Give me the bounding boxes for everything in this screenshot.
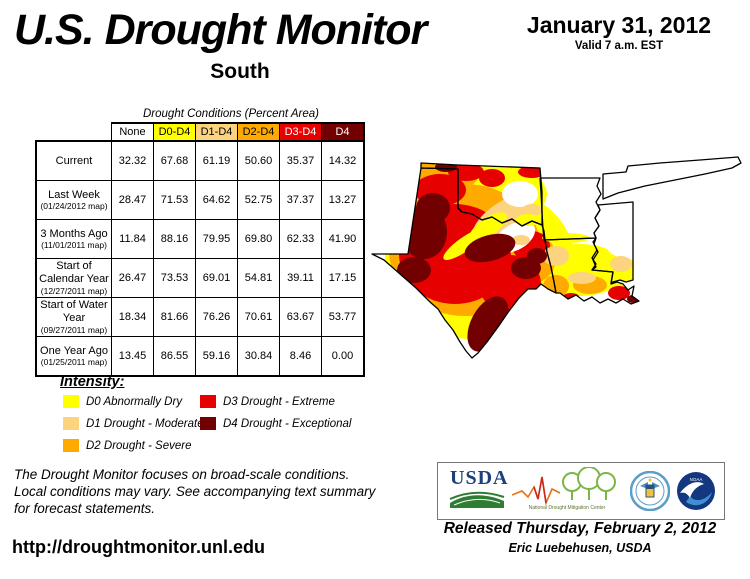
table-row: 3 Months Ago (11/01/2011 map) 11.84 88.1… <box>35 219 365 259</box>
intensity-legend: Intensity: D0 Abnormally Dry D1 Drought … <box>58 374 388 460</box>
cell-value: 70.61 <box>237 297 280 337</box>
cell-value: 32.32 <box>111 140 154 181</box>
region-subtitle: South <box>210 60 270 83</box>
usda-logo: USDA <box>450 467 509 489</box>
col-header-d1-d4: D1-D4 <box>195 122 238 142</box>
cell-value: 11.84 <box>111 219 154 259</box>
cell-value: 30.84 <box>237 336 280 377</box>
date-block: January 31, 2012 Valid 7 a.m. EST <box>503 12 735 52</box>
cell-value: 62.33 <box>279 219 322 259</box>
page-title: U.S. Drought Monitor <box>14 6 427 54</box>
cell-value: 73.53 <box>153 258 196 298</box>
state-mississippi <box>591 201 634 284</box>
cell-value: 67.68 <box>153 140 196 181</box>
cell-value: 59.16 <box>195 336 238 377</box>
table-row: Last Week (01/24/2012 map) 28.47 71.53 6… <box>35 180 365 220</box>
cell-value: 52.75 <box>237 180 280 220</box>
cell-value: 39.11 <box>279 258 322 298</box>
d4-swatch-icon <box>200 417 216 431</box>
cell-value: 26.47 <box>111 258 154 298</box>
cell-value: 79.95 <box>195 219 238 259</box>
d0-swatch-icon <box>63 395 79 409</box>
cell-value: 41.90 <box>321 219 365 259</box>
cell-value: 17.15 <box>321 258 365 298</box>
table-caption: Drought Conditions (Percent Area) <box>143 108 319 120</box>
cell-value: 28.47 <box>111 180 154 220</box>
released-date: Released Thursday, February 2, 2012 <box>443 520 717 537</box>
legend-item-d2: D2 Drought - Severe <box>63 437 191 453</box>
cell-value: 0.00 <box>321 336 365 377</box>
agency-logos-box: USDA National Drought Mitigation Center <box>437 462 725 520</box>
cell-value: 63.67 <box>279 297 322 337</box>
row-label: Start of Calendar Year (12/27/2011 map) <box>35 258 112 298</box>
cell-value: 61.19 <box>195 140 238 181</box>
row-label: Start of Water Year (09/27/2011 map) <box>35 297 112 337</box>
table-header-row: None D0-D4 D1-D4 D2-D4 D3-D4 D4 <box>36 122 365 142</box>
drought-monitor-url[interactable]: http://droughtmonitor.unl.edu <box>12 537 265 557</box>
state-texas <box>371 167 557 359</box>
table-row: Current 32.32 67.68 61.19 50.60 35.37 14… <box>35 140 365 181</box>
legend-item-d3: D3 Drought - Extreme <box>200 393 335 409</box>
cell-value: 8.46 <box>279 336 322 377</box>
drought-shading <box>372 157 741 358</box>
col-header-d0-d4: D0-D4 <box>153 122 196 142</box>
cell-value: 35.37 <box>279 140 322 181</box>
usda-swoosh-icon <box>449 491 505 508</box>
cell-value: 69.80 <box>237 219 280 259</box>
legend-title: Intensity: <box>60 374 125 390</box>
col-header-none: None <box>111 122 154 142</box>
noaa-logo: NOAA <box>677 472 715 510</box>
cell-value: 71.53 <box>153 180 196 220</box>
cell-value: 13.45 <box>111 336 154 377</box>
table-row: One Year Ago (01/25/2011 map) 13.45 86.5… <box>35 336 365 377</box>
disclaimer-text: The Drought Monitor focuses on broad-sca… <box>14 467 376 516</box>
row-label: Last Week (01/24/2012 map) <box>35 180 112 220</box>
row-label: One Year Ago (01/25/2011 map) <box>35 336 112 377</box>
state-tennessee <box>602 156 742 200</box>
cell-value: 13.27 <box>321 180 365 220</box>
d2-swatch-icon <box>63 439 79 453</box>
cell-value: 50.60 <box>237 140 280 181</box>
cell-value: 54.81 <box>237 258 280 298</box>
table-corner-cell <box>36 123 112 141</box>
cell-value: 53.77 <box>321 297 365 337</box>
state-louisiana <box>543 237 640 305</box>
cell-value: 64.62 <box>195 180 238 220</box>
report-date: January 31, 2012 <box>526 12 712 38</box>
commerce-seal-icon <box>630 471 670 511</box>
row-label: 3 Months Ago (11/01/2011 map) <box>35 219 112 259</box>
cell-value: 14.32 <box>321 140 365 181</box>
cell-value: 86.55 <box>153 336 196 377</box>
author-credit: Eric Luebehusen, USDA <box>508 541 652 555</box>
legend-item-d1: D1 Drought - Moderate <box>63 415 204 431</box>
legend-item-d4: D4 Drought - Exceptional <box>200 415 351 431</box>
d1-swatch-icon <box>63 417 79 431</box>
row-label: Current <box>35 140 112 181</box>
col-header-d2-d4: D2-D4 <box>237 122 280 142</box>
cell-value: 37.37 <box>279 180 322 220</box>
cell-value: 18.34 <box>111 297 154 337</box>
cell-value: 88.16 <box>153 219 196 259</box>
drought-conditions-table: None D0-D4 D1-D4 D2-D4 D3-D4 D4 Current … <box>35 122 365 377</box>
svg-text:NOAA: NOAA <box>690 477 703 482</box>
cell-value: 81.66 <box>153 297 196 337</box>
drought-map <box>370 132 748 382</box>
ndmc-logo: National Drought Mitigation Center <box>511 467 616 511</box>
d3-swatch-icon <box>200 395 216 409</box>
cell-value: 69.01 <box>195 258 238 298</box>
drought-map-svg <box>371 156 742 359</box>
table-row: Start of Calendar Year (12/27/2011 map) … <box>35 258 365 298</box>
table-row: Start of Water Year (09/27/2011 map) 18.… <box>35 297 365 337</box>
col-header-d4: D4 <box>321 122 365 142</box>
valid-time: Valid 7 a.m. EST <box>574 40 664 52</box>
cell-value: 76.26 <box>195 297 238 337</box>
svg-text:National Drought Mitigation Ce: National Drought Mitigation Center <box>529 505 606 511</box>
legend-item-d0: D0 Abnormally Dry <box>63 393 182 409</box>
col-header-d3-d4: D3-D4 <box>279 122 322 142</box>
